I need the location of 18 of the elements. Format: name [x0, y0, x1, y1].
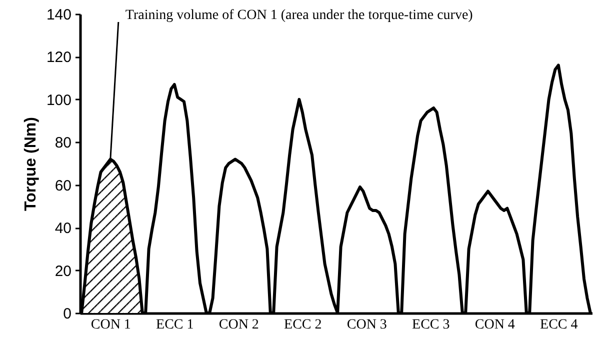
x-tick-label: ECC 1: [156, 318, 194, 332]
x-tick-label: CON 1: [90, 318, 131, 332]
annotation: Training volume of CON 1 (area under the torque-time curve): [125, 8, 474, 23]
y-axis-title: Torque (Nm): [22, 117, 40, 211]
y-tick-label: 60: [54, 177, 72, 194]
x-tick-label: ECC 2: [284, 318, 322, 332]
x-tick-label: CON 4: [474, 318, 515, 332]
y-tick-label: 140: [46, 6, 72, 24]
y-tick-label: 80: [54, 134, 72, 152]
y-tick-label: 20: [54, 262, 72, 280]
x-tick-label: ECC 3: [412, 318, 450, 332]
y-tick-label: 40: [54, 220, 72, 238]
x-tick-label: CON 2: [218, 318, 259, 332]
x-tick-label: ECC 4: [540, 318, 578, 332]
y-tick-label: 100: [46, 92, 72, 109]
x-tick-label: CON 3: [346, 318, 387, 332]
y-tick-label: 120: [46, 49, 72, 66]
y-tick-label: 0: [63, 306, 72, 322]
